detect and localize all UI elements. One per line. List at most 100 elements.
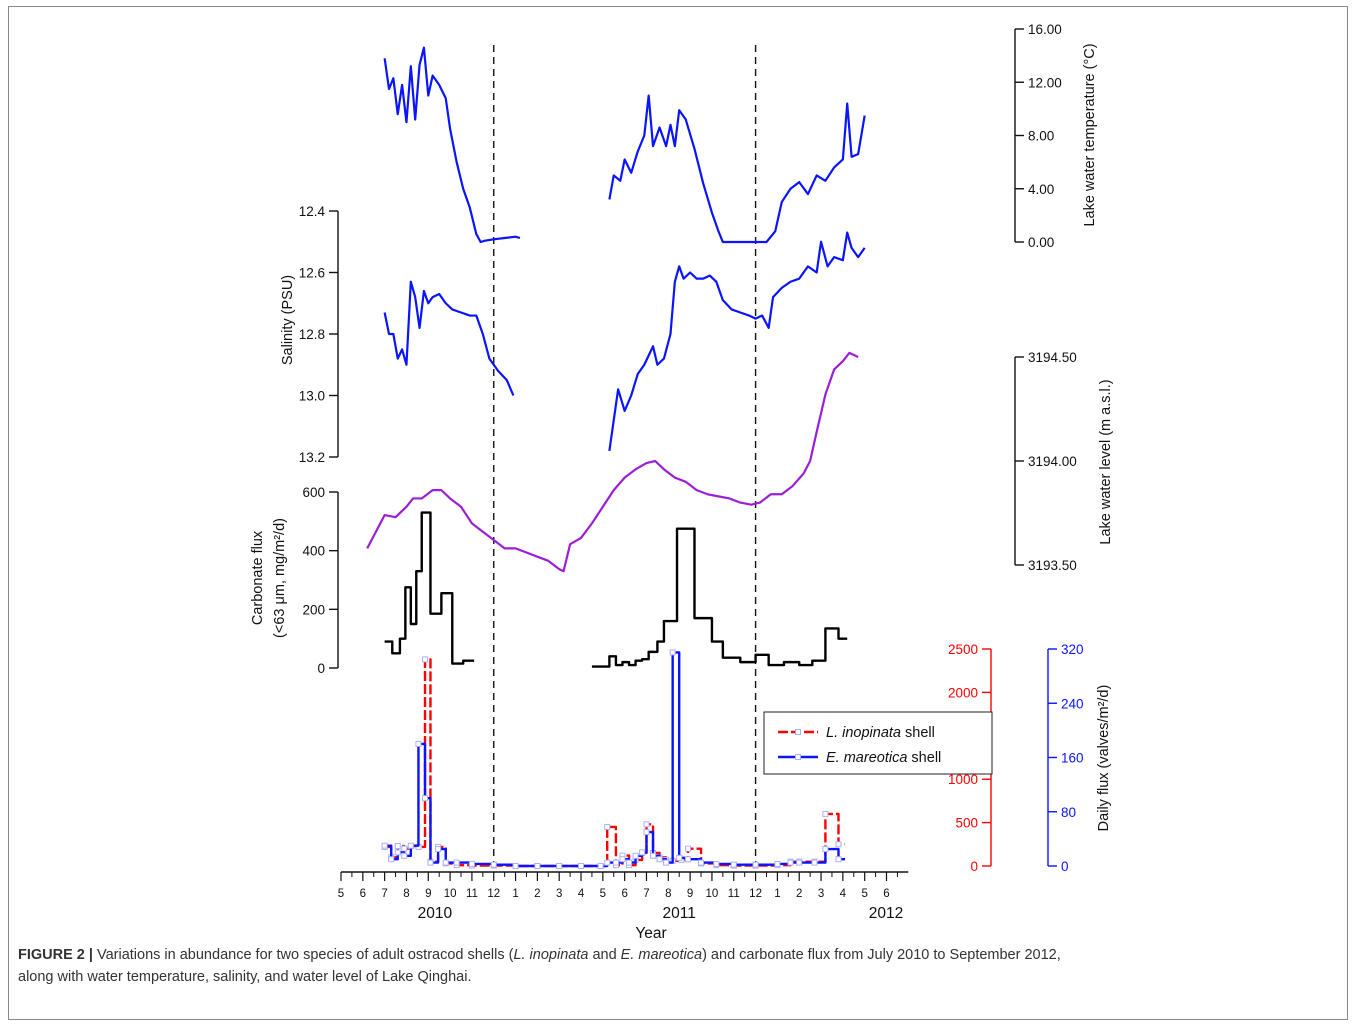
ostracod-marker-2 xyxy=(713,860,720,867)
figure-frame xyxy=(8,6,1348,1020)
year-label-2010: 2010 xyxy=(418,905,453,922)
ostracod-marker-2 xyxy=(639,849,646,856)
ostracod-marker-1 xyxy=(684,845,691,852)
ostracod-marker-2 xyxy=(578,863,585,869)
x-tick-label: 8 xyxy=(665,888,671,900)
x-tick-label: 6 xyxy=(883,888,889,900)
x-tick-label: 4 xyxy=(578,888,585,900)
salinity-axis-tick-label: 13.0 xyxy=(299,389,325,404)
linopinata-axis-tick-label: 2500 xyxy=(948,642,978,657)
x-tick-label: 3 xyxy=(556,888,562,900)
x-tick-label: 6 xyxy=(621,888,627,900)
ostracod-marker-2 xyxy=(632,852,639,859)
x-tick-label: 3 xyxy=(818,888,824,900)
ostracod-marker-2 xyxy=(787,859,794,866)
ostracod-marker-2 xyxy=(619,856,626,863)
ostracod-marker-2 xyxy=(407,842,414,849)
ostracod-marker-2 xyxy=(490,861,497,868)
ostracod-marker-2 xyxy=(656,856,663,863)
emareotica-axis-tick-label: 240 xyxy=(1061,696,1084,711)
x-tick-label: 7 xyxy=(381,888,387,900)
emareotica-axis-tick-label: 320 xyxy=(1061,642,1084,657)
ostracod-marker-2 xyxy=(612,859,619,866)
water-level-series-1 xyxy=(366,351,859,573)
x-axis-title: Year xyxy=(635,925,666,940)
salinity-axis-tick-label: 12.4 xyxy=(299,204,326,219)
carbonate-axis-tick-label: 200 xyxy=(302,602,325,617)
ostracod-marker-2 xyxy=(381,842,388,849)
carbonate-axis-title-2: (<63 μm, mg/m²/d) xyxy=(272,518,288,638)
ostracod-marker-2 xyxy=(394,849,401,856)
water-level-axis-title: Lake water level (m a.s.l.) xyxy=(1098,379,1114,544)
salinity-axis-title: Salinity (PSU) xyxy=(280,275,296,365)
ostracod-marker-1 xyxy=(822,810,829,817)
ostracod-marker-1 xyxy=(643,821,650,828)
ostracod-marker-2 xyxy=(422,795,429,802)
x-tick-label: 8 xyxy=(403,888,409,900)
x-tick-label: 11 xyxy=(728,888,740,900)
ostracod-marker-2 xyxy=(534,863,541,869)
x-tick-label: 2 xyxy=(796,888,802,900)
ostracod-marker-2 xyxy=(597,863,604,869)
emareotica-axis-tick-label: 80 xyxy=(1061,805,1076,820)
legend-label-2: E. mareotica shell xyxy=(826,750,941,766)
caption-lead: FIGURE 2 | xyxy=(18,947,93,963)
ostracod-marker-1 xyxy=(604,823,611,830)
ostracod-marker-2 xyxy=(442,859,449,866)
ostracod-marker-2 xyxy=(604,859,611,866)
water-level-axis-tick-label: 3194.00 xyxy=(1028,454,1077,469)
water-level-axis-tick-label: 3194.50 xyxy=(1028,350,1077,365)
temperature-series-1 xyxy=(383,46,521,244)
ostracod-marker-2 xyxy=(415,740,422,747)
ostracod-marker-2 xyxy=(669,649,676,656)
ostracod-marker-2 xyxy=(811,859,818,866)
ostracod-marker-2 xyxy=(435,846,442,853)
caption-text-3: ) and carbonate flux from July 2010 to S… xyxy=(702,947,1061,963)
temperature-axis-tick-label: 16.00 xyxy=(1028,22,1062,37)
x-tick-label: 9 xyxy=(425,888,431,900)
linopinata-axis-tick-label: 1000 xyxy=(948,772,978,787)
legend-marker-1 xyxy=(795,729,801,735)
x-tick-label: 10 xyxy=(706,888,719,900)
year-label-2011: 2011 xyxy=(663,905,696,922)
daily-flux-axis-title: Daily flux (valves/m²/d) xyxy=(1096,685,1112,832)
ostracod-marker-2 xyxy=(684,856,691,863)
caption-species-1: L. inopinata xyxy=(513,947,589,963)
temperature-series-2 xyxy=(608,94,866,244)
figure-chart: 0.00 4.00 8.00 12.00 16.00 Lake water tempera… xyxy=(250,22,1114,940)
caption-species-2: E. mareotica xyxy=(620,947,703,963)
x-tick-label: 6 xyxy=(360,888,366,900)
ostracod-marker-2 xyxy=(698,859,705,866)
x-tick-label: 2 xyxy=(534,888,540,900)
linopinata-axis-tick-label: 2000 xyxy=(948,685,978,700)
ostracod-marker-2 xyxy=(643,829,650,836)
salinity-axis-tick-label: 12.8 xyxy=(299,327,325,342)
salinity-series-1 xyxy=(383,280,515,396)
temperature-axis-tick-label: 4.00 xyxy=(1028,182,1054,197)
carbonate-axis-tick-label: 0 xyxy=(317,661,325,676)
carbonate-axis-title: Carbonate flux xyxy=(250,530,266,625)
ostracod-marker-2 xyxy=(468,860,475,867)
ostracod-marker-1 xyxy=(835,841,842,848)
legend-box xyxy=(763,711,993,775)
legend: L. inopinata shell E. mareotica shell xyxy=(763,711,993,775)
x-tick-label: 4 xyxy=(840,888,847,900)
temperature-axis-tick-label: 0.00 xyxy=(1028,235,1054,250)
caption-line-2: along with water temperature, salinity, … xyxy=(18,969,472,985)
legend-label-1: L. inopinata shell xyxy=(826,725,935,741)
carbonate-series-1 xyxy=(384,511,475,665)
water-level-axis-tick-label: 3193.50 xyxy=(1028,558,1077,573)
x-tick-label: 1 xyxy=(774,888,780,900)
x-tick-label: 9 xyxy=(687,888,693,900)
ostracod-marker-1 xyxy=(401,845,408,852)
emareotica-axis-tick-label: 0 xyxy=(1061,859,1069,874)
ostracod-marker-2 xyxy=(752,861,759,868)
year-label-2012: 2012 xyxy=(869,905,903,922)
carbonate-axis-tick-label: 600 xyxy=(302,485,325,500)
ostracod-marker-1 xyxy=(422,656,429,663)
ostracod-marker-2 xyxy=(388,856,395,863)
carbonate-series-2 xyxy=(591,527,848,668)
ostracod-marker-1 xyxy=(394,843,401,850)
ostracod-marker-2 xyxy=(835,856,842,863)
